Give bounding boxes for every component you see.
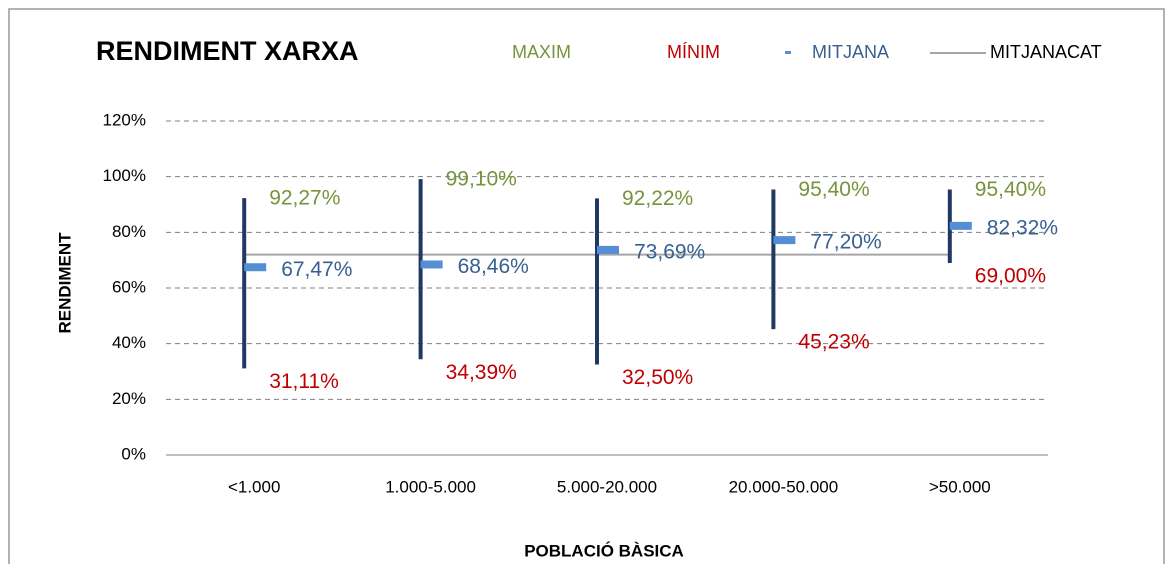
low-label: 32,50% xyxy=(622,366,693,389)
y-tick-label: 80% xyxy=(112,222,146,241)
low-label: 34,39% xyxy=(446,361,517,384)
mean-marker xyxy=(244,263,267,272)
mean-label: 68,46% xyxy=(458,255,529,278)
x-tick-label: <1.000 xyxy=(228,477,280,496)
low-label: 45,23% xyxy=(798,331,869,354)
mean-marker xyxy=(420,260,443,269)
y-tick-label: 60% xyxy=(112,277,146,296)
high-label: 95,40% xyxy=(798,178,869,201)
legend-label: MITJANA xyxy=(812,42,889,62)
mean-marker xyxy=(773,236,796,245)
chart-title: RENDIMENT XARXA xyxy=(96,36,359,66)
x-tick-label: 1.000-5.000 xyxy=(385,477,476,496)
legend-label: MITJANACAT xyxy=(990,42,1102,62)
low-label: 31,11% xyxy=(269,370,339,393)
high-label: 92,22% xyxy=(622,187,693,210)
mean-label: 73,69% xyxy=(634,240,705,263)
chart-frame xyxy=(8,8,1165,564)
mean-marker xyxy=(597,245,619,254)
x-tick-label: >50.000 xyxy=(929,477,991,496)
x-tick-label: 5.000-20.000 xyxy=(557,477,657,496)
low-label: 69,00% xyxy=(975,264,1046,287)
y-tick-label: 120% xyxy=(103,110,146,129)
legend-label: MÍNIM xyxy=(667,42,720,62)
mean-marker xyxy=(949,221,972,230)
y-tick-label: 0% xyxy=(121,444,146,463)
y-tick-label: 40% xyxy=(112,333,146,352)
mean-label: 77,20% xyxy=(810,231,881,254)
y-tick-label: 20% xyxy=(112,389,146,408)
high-label: 99,10% xyxy=(446,168,517,191)
high-label: 92,27% xyxy=(269,187,340,210)
legend-label: MAXIM xyxy=(512,42,571,62)
y-tick-label: 100% xyxy=(103,166,146,185)
legend-marker xyxy=(785,51,791,54)
y-axis-title: RENDIMENT xyxy=(55,232,74,334)
x-tick-label: 20.000-50.000 xyxy=(729,477,839,496)
high-label: 95,40% xyxy=(975,178,1046,201)
x-axis-title: POBLACIÓ BÀSICA xyxy=(524,541,684,560)
mean-label: 82,32% xyxy=(987,216,1058,239)
mean-label: 67,47% xyxy=(281,258,352,281)
